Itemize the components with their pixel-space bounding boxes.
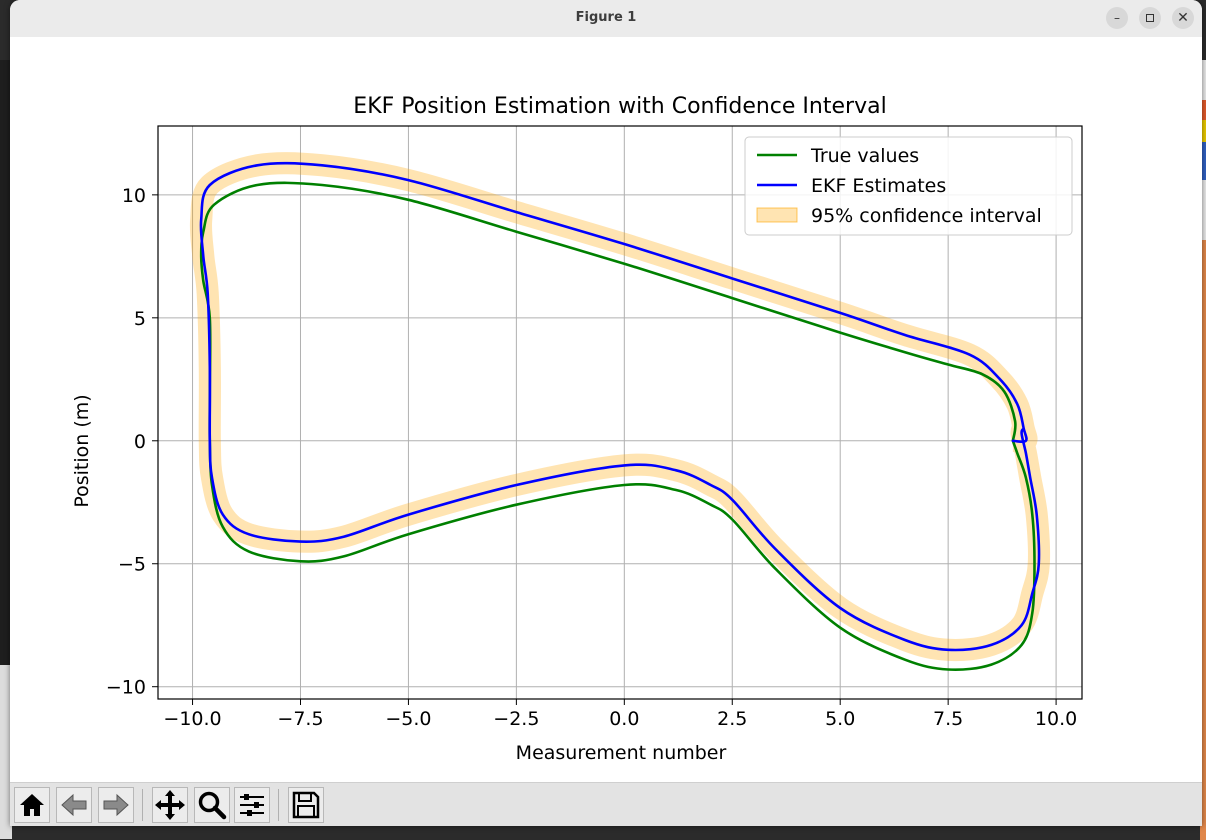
forward-icon — [103, 793, 129, 817]
y-tick-label: 10 — [122, 185, 146, 207]
minimize-button[interactable]: – — [1106, 7, 1128, 29]
x-axis-ticks: −10.0 −7.5 −5.0 −2.5 0.0 2.5 5.0 7.5 10.0 — [163, 699, 1077, 730]
legend-label: 95% confidence interval — [811, 205, 1042, 227]
background-window — [0, 665, 12, 839]
chart-title: EKF Position Estimation with Confidence … — [353, 94, 886, 119]
toolbar-separator — [278, 789, 279, 821]
x-tick-label: −5.0 — [385, 708, 431, 730]
pan-button[interactable] — [152, 787, 188, 823]
y-axis-ticks: −10 −5 0 5 10 — [106, 185, 158, 699]
legend-box — [744, 136, 1073, 236]
zoom-icon — [198, 791, 227, 820]
x-tick-label: 0.0 — [609, 708, 639, 730]
background-terminal — [0, 60, 12, 665]
back-button[interactable] — [56, 787, 92, 823]
confidence-band-layer — [189, 152, 1051, 662]
legend[interactable]: True values EKF Estimates 95% confidence i… — [744, 136, 1073, 236]
save-icon — [292, 791, 320, 819]
forward-button[interactable] — [98, 787, 134, 823]
y-tick-label: −10 — [106, 677, 146, 699]
x-tick-label: 2.5 — [717, 708, 747, 730]
y-tick-label: −5 — [118, 554, 146, 576]
background-window-right — [1200, 60, 1206, 840]
figure-window: Figure 1 – ✕ EKF Position Estimation wit… — [10, 0, 1202, 826]
x-tick-label: 5.0 — [825, 708, 855, 730]
x-tick-label: 7.5 — [933, 708, 963, 730]
title-bar[interactable]: Figure 1 – ✕ — [10, 0, 1202, 38]
save-button[interactable] — [288, 787, 324, 823]
maximize-button[interactable] — [1139, 7, 1161, 29]
chart: EKF Position Estimation with Confidence … — [71, 94, 1083, 764]
x-tick-label: −2.5 — [493, 708, 539, 730]
legend-label: True values — [810, 145, 919, 167]
axes-frame — [157, 125, 1083, 700]
x-tick-label: −7.5 — [277, 708, 323, 730]
y-tick-label: 5 — [134, 308, 146, 330]
y-tick-label: 0 — [134, 431, 146, 453]
configure-subplots-icon — [240, 794, 264, 816]
navigation-toolbar — [10, 782, 1202, 826]
zoom-button[interactable] — [194, 787, 230, 823]
series-line-ekf-estimates — [199, 161, 1041, 652]
window-title: Figure 1 — [575, 10, 637, 25]
legend-swatch — [756, 207, 798, 223]
x-tick-label: 10.0 — [1035, 708, 1077, 730]
back-icon — [61, 793, 87, 817]
home-icon — [20, 794, 44, 816]
toolbar-separator — [142, 789, 143, 821]
minimize-icon: – — [1114, 11, 1120, 25]
home-button[interactable] — [14, 787, 50, 823]
x-tick-label: −10.0 — [163, 708, 221, 730]
x-axis-label: Measurement number — [516, 742, 727, 764]
confidence-band — [189, 152, 1051, 662]
close-button[interactable]: ✕ — [1172, 7, 1194, 29]
configure-subplots-button[interactable] — [234, 787, 270, 823]
pan-icon — [155, 790, 185, 820]
legend-label: EKF Estimates — [811, 175, 946, 197]
series-layer — [199, 161, 1041, 671]
close-icon: ✕ — [1177, 10, 1189, 26]
series-line-true-values — [199, 181, 1036, 671]
y-axis-label: Position (m) — [71, 394, 93, 507]
maximize-icon — [1146, 14, 1154, 22]
figure-canvas[interactable]: EKF Position Estimation with Confidence … — [10, 37, 1202, 782]
